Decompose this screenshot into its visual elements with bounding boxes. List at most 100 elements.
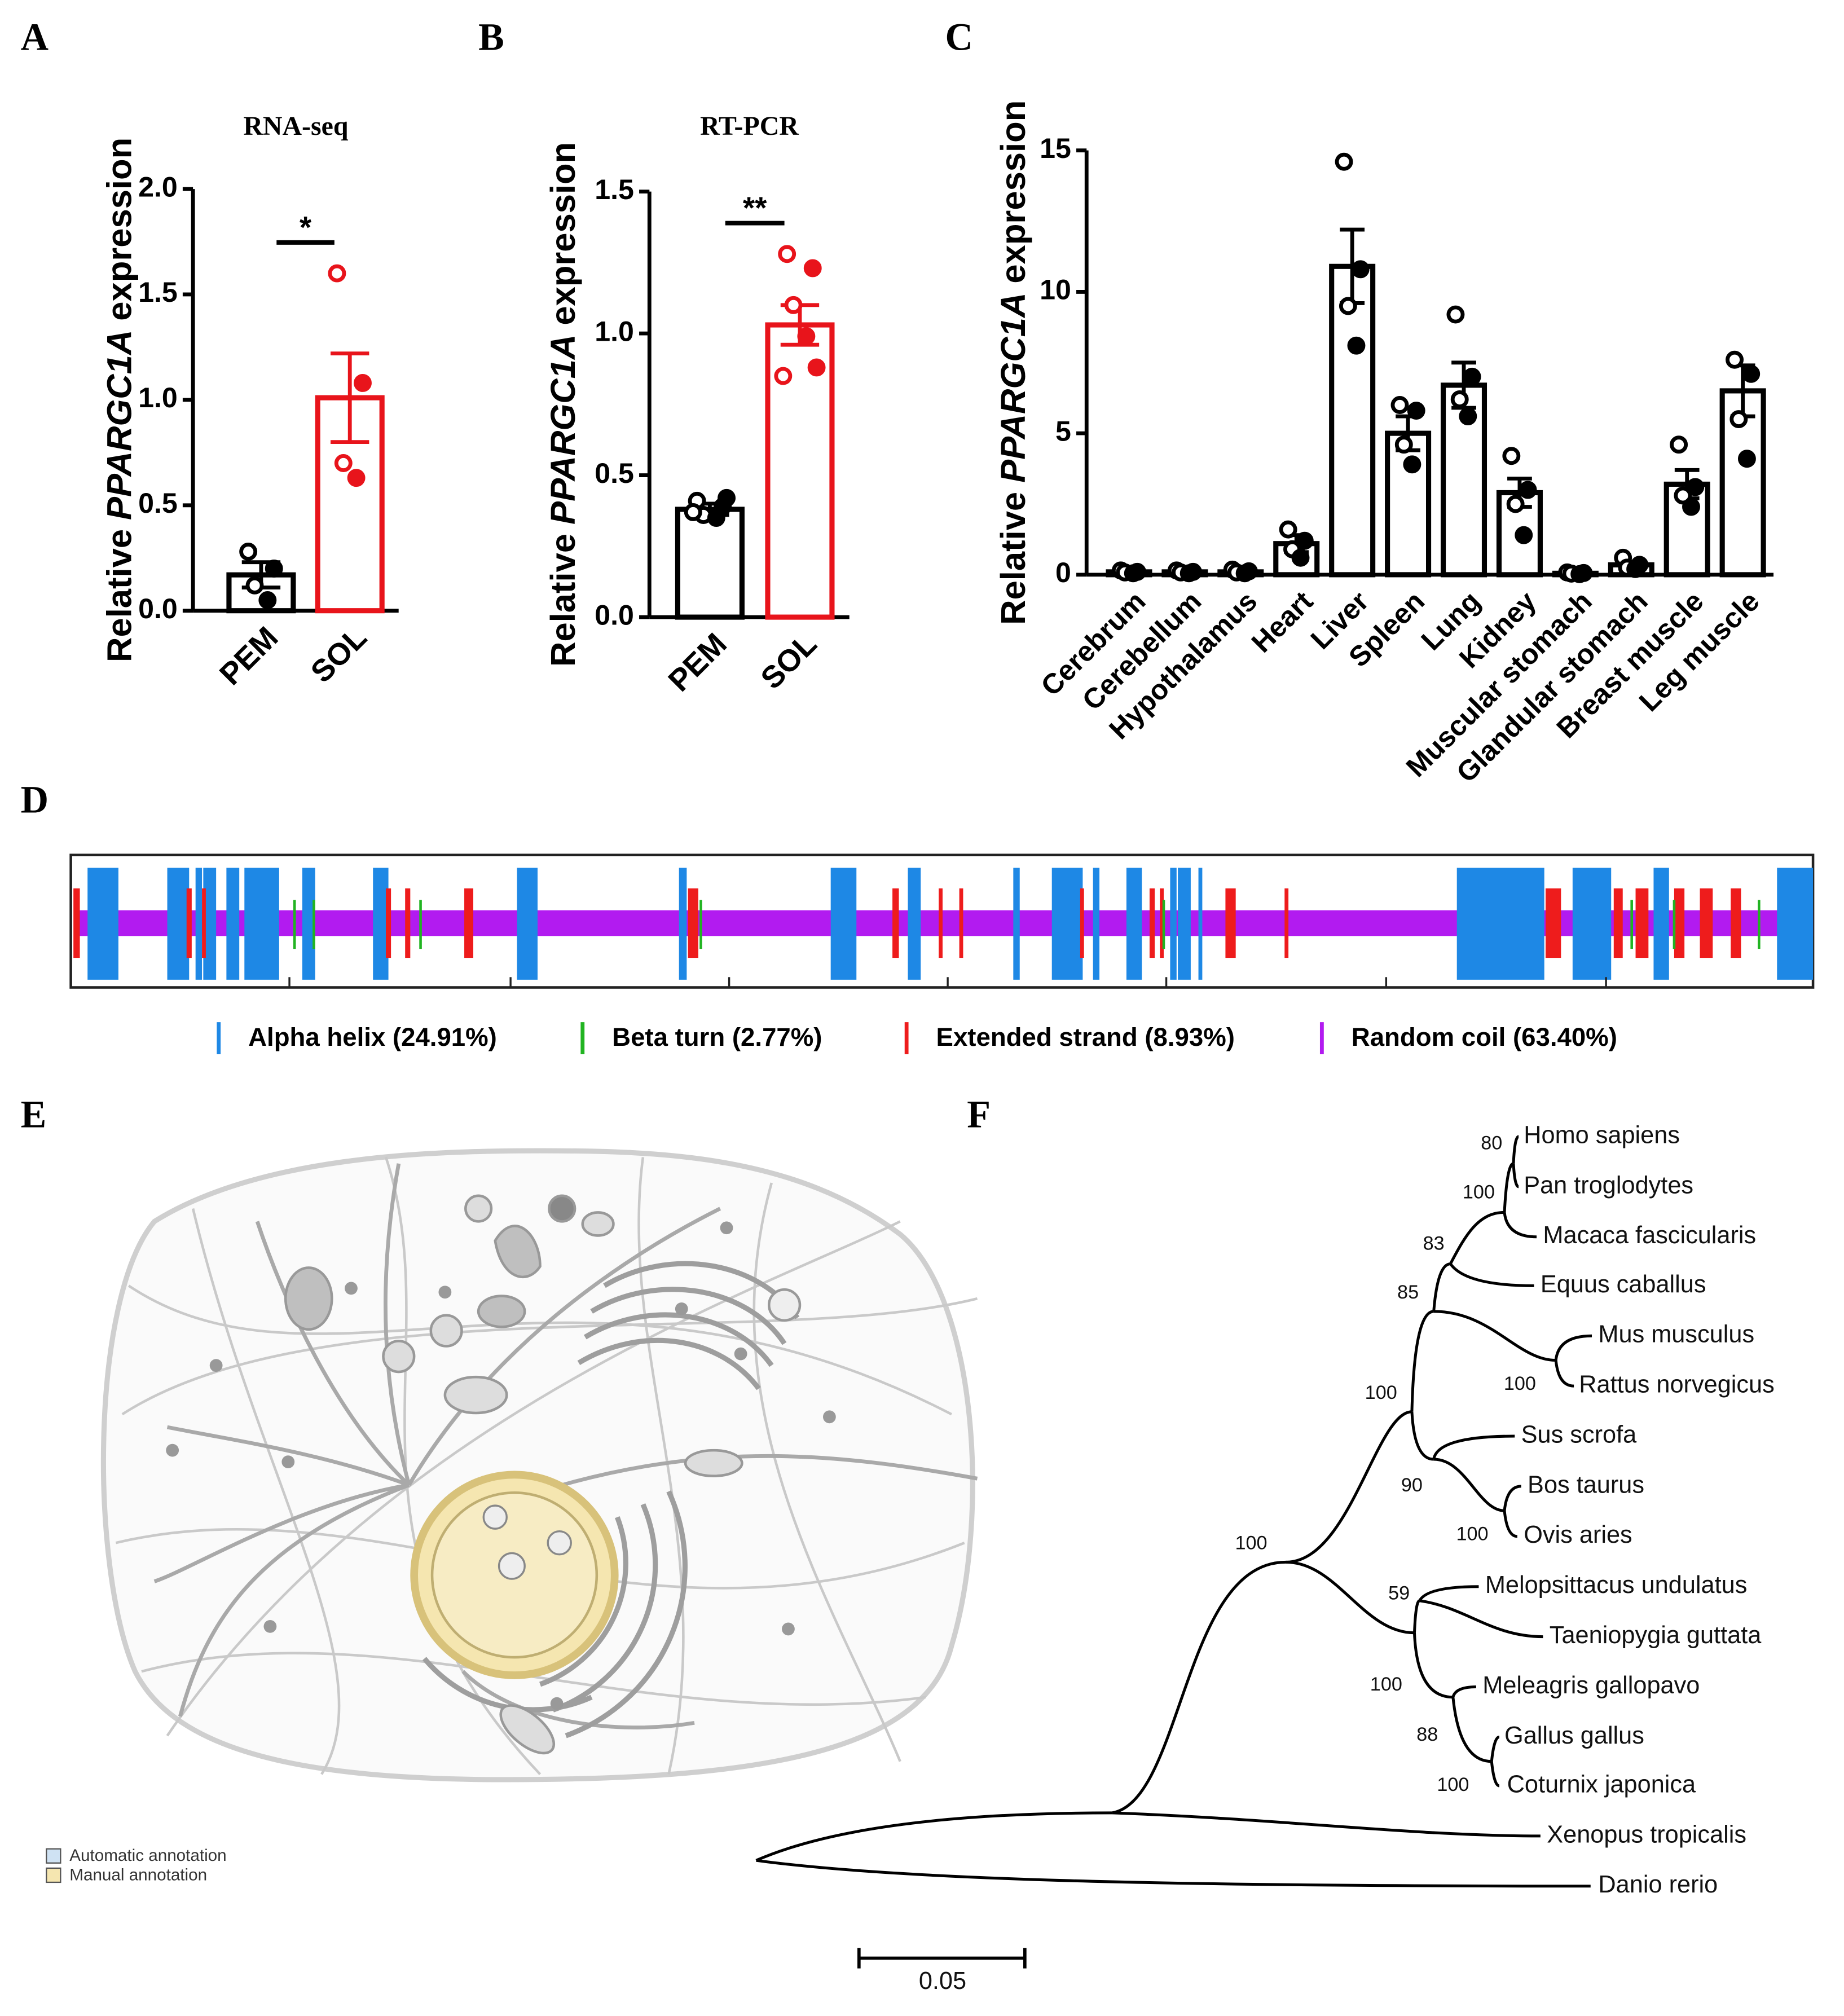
organelle xyxy=(684,1449,743,1477)
data-point xyxy=(1737,450,1756,468)
panel-letter: F xyxy=(967,1093,991,1136)
microtubule xyxy=(153,1483,410,1583)
panel-letter: B xyxy=(478,16,504,59)
helix-segment xyxy=(87,868,1814,980)
strand-segment xyxy=(464,888,474,958)
leaf-label: Taeniopygia guttata xyxy=(1550,1622,1762,1649)
organelle xyxy=(499,1704,556,1755)
data-point xyxy=(347,469,366,487)
helix-segment xyxy=(1013,868,1020,980)
leaf-label: Gallus gallus xyxy=(1504,1722,1644,1749)
organelle xyxy=(429,1314,463,1348)
track-tick xyxy=(288,977,1607,988)
strand-segment xyxy=(386,888,391,958)
organelle xyxy=(382,1340,416,1374)
helix-segment xyxy=(1170,868,1177,980)
structure-legend: Alpha helix (24.91%) Beta turn (2.77%) Ext… xyxy=(217,1022,1617,1055)
data-point xyxy=(1674,486,1692,505)
er-golgi xyxy=(422,1261,800,1738)
y-tick-label: 0.0 xyxy=(138,593,178,624)
cell-diagram xyxy=(100,1148,978,1782)
data-point xyxy=(807,358,826,377)
legend-label: Automatic annotation xyxy=(69,1846,226,1865)
nucleolus xyxy=(482,1504,572,1580)
helix-segment xyxy=(1456,868,1544,980)
leaf-label: Meleagris gallopavo xyxy=(1482,1672,1700,1699)
y-tick-label: 2.0 xyxy=(138,171,178,203)
turn-segment xyxy=(1630,900,1633,949)
data-point xyxy=(1180,564,1198,583)
tree-labels: Homo sapiens Pan troglodytes Macaca fascic… xyxy=(1235,1121,1774,1898)
tree-branch xyxy=(1286,1560,1415,1635)
y-axis-label-part: Relative xyxy=(100,529,139,662)
helix-segment xyxy=(302,868,315,980)
tree-branch xyxy=(1286,1410,1412,1564)
data-point xyxy=(1742,364,1761,383)
leaf-label: Homo sapiens xyxy=(1524,1121,1680,1148)
y-axis-label: Relative PPARGC1A expression xyxy=(544,142,583,667)
helix-segment xyxy=(203,868,217,980)
data-point xyxy=(1729,410,1748,429)
tree-branch xyxy=(1503,1510,1518,1538)
turn-segment xyxy=(419,900,422,949)
turn-segment xyxy=(1673,900,1676,949)
cytoskeleton xyxy=(637,1157,685,1775)
strand-segment xyxy=(1160,888,1164,958)
tree-branch xyxy=(1418,1585,1479,1602)
turn-segment xyxy=(293,900,1761,949)
bootstrap-label: 59 xyxy=(1388,1582,1410,1604)
data-point xyxy=(239,543,258,561)
leaf-label: Macaca fascicularis xyxy=(1543,1222,1756,1249)
vesicle xyxy=(720,1221,733,1235)
data-point xyxy=(1347,336,1366,355)
data-point xyxy=(258,591,277,609)
tree-branch xyxy=(1490,1761,1500,1788)
organelle xyxy=(767,1288,802,1322)
data-point xyxy=(354,374,372,392)
microtubule xyxy=(178,1483,410,1717)
data-point xyxy=(1394,435,1413,454)
tree-branch xyxy=(1503,1212,1537,1239)
helix-segment xyxy=(908,868,921,980)
y-tick-label: 0.0 xyxy=(595,599,634,631)
strand-segment xyxy=(73,888,1741,958)
data-point xyxy=(797,327,816,346)
data-point xyxy=(1235,564,1254,583)
bootstrap-label: 88 xyxy=(1416,1724,1438,1745)
bootstrap-label: 80 xyxy=(1481,1133,1502,1154)
data-point xyxy=(1686,478,1705,496)
y-tick-label: 10 xyxy=(1040,274,1071,306)
microtubule xyxy=(539,1454,978,1494)
turn-segment xyxy=(699,900,702,949)
er-golgi xyxy=(552,1503,658,1713)
structure-track xyxy=(69,853,1815,989)
y-axis-label-part: expression xyxy=(100,138,139,321)
tree-branch xyxy=(756,1859,1591,1888)
bootstrap-label: 100 xyxy=(1504,1373,1536,1394)
helix-segment xyxy=(87,868,118,980)
data-point xyxy=(1502,447,1521,465)
x-tick-label: Heart xyxy=(1246,585,1319,658)
panel-letter: E xyxy=(21,1093,47,1136)
cytoskeleton xyxy=(127,1284,952,1416)
strand-segment xyxy=(1545,888,1561,958)
vesicle xyxy=(550,1697,564,1710)
legend-swatch xyxy=(46,1867,61,1883)
leaf-label: Sus scrofa xyxy=(1521,1421,1637,1448)
tree-branch xyxy=(1412,1599,1420,1633)
data-point xyxy=(1459,407,1477,426)
tree-branch xyxy=(1451,1697,1492,1763)
tree-branch xyxy=(1433,1458,1505,1512)
er-golgi xyxy=(583,1312,774,1367)
turn-segment xyxy=(1758,900,1761,949)
organelle xyxy=(581,1211,615,1237)
panel-letters: A B C D E F xyxy=(21,16,991,1136)
vesicle xyxy=(675,1302,688,1315)
tree-branch xyxy=(1503,1485,1521,1511)
strand-segment xyxy=(1149,888,1155,958)
tree-branch xyxy=(1451,1685,1476,1698)
helix-segment xyxy=(1198,868,1203,980)
y-axis-label-part: PPARGC1A xyxy=(994,293,1033,483)
y-axis-label-part: Relative xyxy=(994,492,1033,625)
